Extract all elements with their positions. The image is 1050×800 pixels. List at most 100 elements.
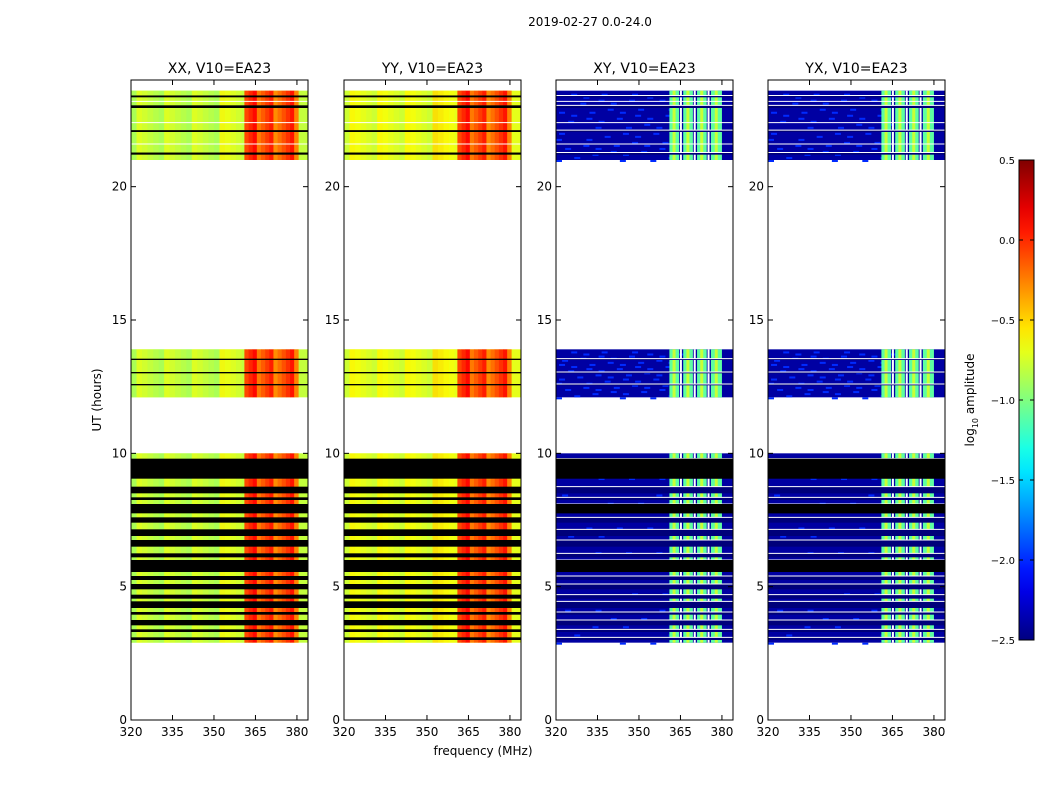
rfi-stripe-core [884, 90, 888, 160]
flagged-row [131, 95, 308, 98]
noise-speck [613, 144, 620, 147]
noise-speck [601, 93, 608, 96]
rfi-stripe-core [700, 453, 704, 643]
y-tick-label: 10 [112, 446, 127, 460]
noise-speck [659, 99, 666, 102]
noise-speck [595, 147, 602, 150]
colorbar-tick-label: −1.5 [991, 476, 1015, 487]
noise-speck [635, 114, 642, 117]
noise-speck [622, 393, 629, 396]
noise-speck [559, 111, 566, 114]
rfi-stripe-core [926, 453, 930, 643]
noise-speck [865, 132, 872, 135]
flagged-row [768, 594, 945, 599]
channel-strip [131, 453, 137, 643]
noise-speck [650, 160, 657, 162]
channel-strip [410, 90, 416, 160]
noise-speck [629, 355, 636, 358]
noise-speck [783, 114, 790, 117]
flagged-row [131, 620, 308, 626]
flagged-block [556, 560, 733, 572]
flagged-row [768, 540, 945, 547]
noise-speck [607, 376, 614, 379]
x-tick-label: 320 [120, 725, 143, 739]
noise-speck [604, 380, 611, 383]
noise-speck [786, 395, 793, 398]
colorbar-tick-label: 0.0 [999, 236, 1015, 247]
rfi-strip [248, 453, 253, 643]
channel-strip [186, 90, 192, 160]
noise-speck [795, 353, 802, 356]
flagged-row [768, 612, 945, 615]
noise-speck [659, 609, 666, 612]
noise-speck [801, 363, 808, 366]
rfi-strip [265, 453, 270, 643]
noise-speck [565, 147, 572, 150]
flagged-row [556, 594, 733, 599]
noise-speck [586, 117, 593, 120]
noise-speck [771, 111, 778, 114]
channel-strip [136, 453, 143, 643]
flagged-row [131, 486, 308, 494]
channel-strip [213, 90, 220, 160]
flagged-row [131, 629, 308, 632]
flagged-row [556, 629, 733, 632]
rfi-strip [465, 90, 471, 160]
noise-speck [837, 126, 844, 129]
noise-speck [810, 120, 817, 123]
noise-speck [877, 366, 884, 369]
noise-speck [638, 108, 645, 111]
noise-speck [862, 397, 869, 400]
x-tick-label: 335 [586, 725, 609, 739]
noise-speck [665, 114, 672, 117]
x-tick-label: 335 [374, 725, 397, 739]
rfi-strip [473, 90, 479, 160]
noise-speck [807, 388, 814, 391]
gap-line [919, 453, 922, 643]
flagged-block [768, 560, 945, 572]
rfi-strip [248, 90, 253, 160]
panel-xy: 320 335 350 365 380 0 5 10 15 20 XY, V10=EA23 [537, 61, 734, 739]
flagged-row [344, 529, 521, 536]
noise-speck [777, 388, 784, 391]
channel-strip [236, 90, 242, 160]
gap-line [679, 453, 682, 643]
y-tick-label: 0 [119, 713, 127, 727]
axes-frame [343, 79, 522, 721]
channel-strip [169, 90, 176, 160]
noise-speck [856, 144, 863, 147]
channel-strip [415, 90, 422, 160]
gap-line [891, 90, 894, 160]
rfi-strip [273, 453, 278, 643]
noise-speck [656, 494, 663, 497]
noise-speck [598, 99, 605, 102]
noise-speck [847, 380, 854, 383]
noise-speck [619, 363, 626, 366]
flagged-row [556, 372, 733, 374]
noise-speck [807, 374, 814, 377]
x-tick-label: 350 [416, 725, 439, 739]
flagged-row [344, 130, 521, 132]
flagged-row [131, 553, 308, 558]
noise-speck [598, 370, 605, 373]
noise-speck [771, 378, 778, 381]
noise-speck [831, 363, 838, 366]
x-tick-label: 380 [710, 725, 733, 739]
flagged-row [556, 620, 733, 626]
channel-strip [225, 90, 231, 160]
noise-speck [822, 617, 829, 620]
gap-line [679, 90, 682, 160]
noise-speck [783, 351, 790, 354]
noise-speck [828, 117, 835, 120]
noise-speck [771, 132, 778, 135]
noise-speck [583, 96, 590, 99]
flagged-row [768, 358, 945, 360]
noise-speck [565, 609, 572, 612]
gap-line [693, 90, 696, 160]
noise-speck [819, 108, 826, 111]
y-tick-label: 15 [325, 313, 340, 327]
panel-xx: 320 335 350 365 380 0 5 10 15 20 XX, V10=EA23 [112, 61, 309, 739]
noise-speck [650, 642, 657, 645]
channel-strip [382, 90, 389, 160]
